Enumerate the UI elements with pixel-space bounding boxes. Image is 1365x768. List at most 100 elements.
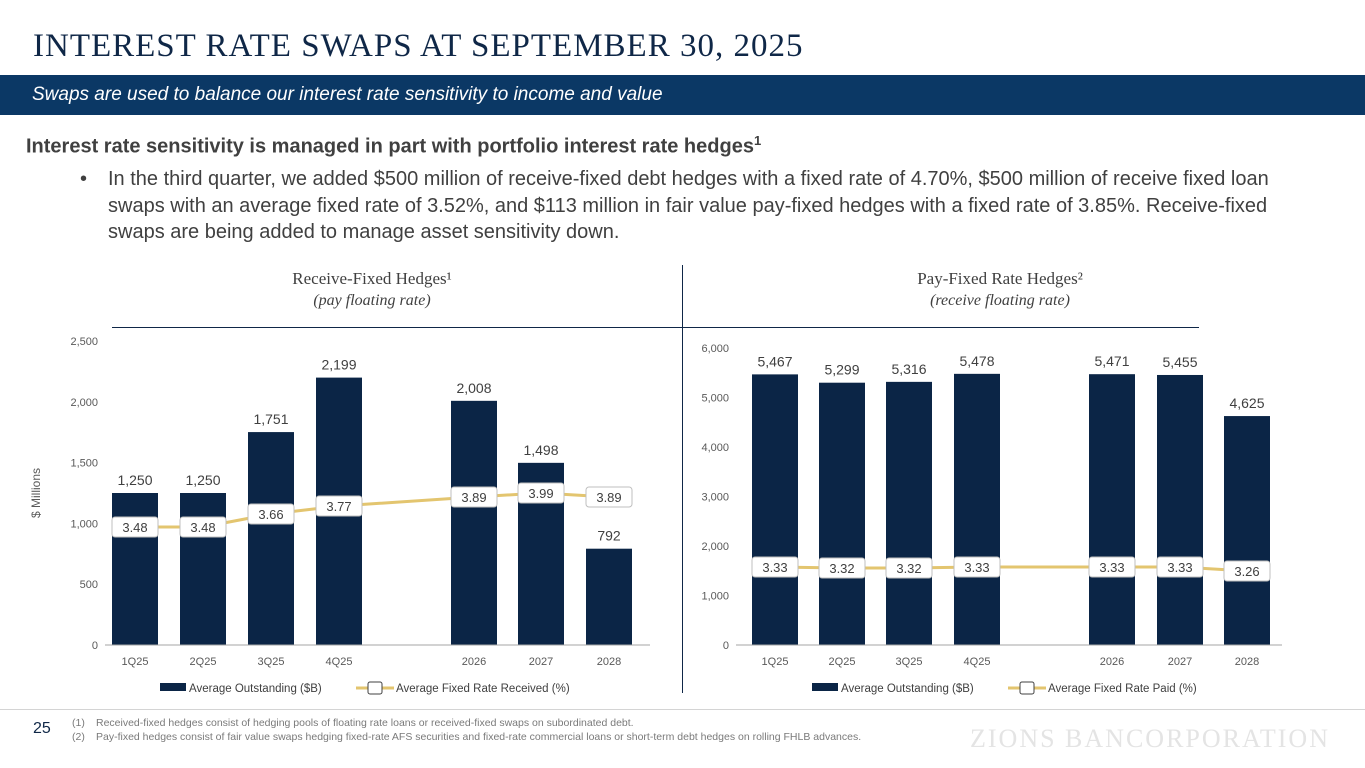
- chart-2-subtitle: (receive floating rate): [930, 292, 1070, 309]
- y-tick-label: 3,000: [701, 492, 729, 504]
- bar: [248, 432, 294, 645]
- y-tick-label: 0: [723, 640, 729, 652]
- bar-value-label: 5,455: [1162, 354, 1197, 370]
- rate-value-label: 3.32: [896, 561, 921, 576]
- rate-label-box: [450, 486, 498, 508]
- legend-line-marker: [1019, 681, 1035, 695]
- rate-value-label: 3.32: [829, 561, 854, 576]
- rate-label-box: [517, 482, 565, 504]
- legend-line-label: Average Fixed Rate Paid (%): [1048, 683, 1197, 695]
- y-tick-label: 1,000: [701, 591, 729, 603]
- y-tick-label: 6,000: [701, 343, 729, 355]
- bar: [180, 493, 226, 645]
- x-tick-label: 2Q25: [829, 656, 856, 668]
- bar: [451, 400, 497, 645]
- rate-value-label: 3.33: [964, 560, 989, 575]
- bar-value-label: 5,471: [1094, 353, 1129, 369]
- y-tick-label: 1,500: [70, 458, 98, 470]
- footnote-1: (1) Received-fixed hedges consist of hedg…: [72, 717, 634, 729]
- rate-value-label: 3.48: [122, 520, 147, 535]
- bar-value-label: 1,751: [253, 411, 288, 427]
- rate-label-box: [953, 556, 1001, 578]
- x-tick-label: 2028: [597, 656, 621, 668]
- chart-2-title: Pay-Fixed Rate Hedges²: [917, 269, 1083, 288]
- heading-text: Interest rate sensitivity is managed in …: [26, 135, 754, 158]
- rate-value-label: 3.33: [1099, 560, 1124, 575]
- page-number: 25: [33, 720, 51, 737]
- pay-fixed-chart: 0 1,000 2,000 3,000 4,000 5,000 6,000 5,467 5,29…: [701, 343, 1282, 695]
- charts-vertical-divider: [682, 265, 683, 693]
- bar-value-label: 1,250: [185, 472, 220, 488]
- footnotes: (1) Received-fixed hedges consist of hedg…: [72, 716, 861, 744]
- bar: [112, 493, 158, 645]
- x-tick-label: 1Q25: [122, 656, 149, 668]
- bar-value-label: 2,199: [321, 357, 356, 373]
- bar: [819, 382, 865, 645]
- rate-label-box: [751, 556, 799, 578]
- rate-value-label: 3.77: [326, 499, 351, 514]
- rate-value-label: 3.33: [1167, 560, 1192, 575]
- bar-value-label: 5,467: [757, 353, 792, 369]
- chart-2-title-divider: [682, 327, 1199, 328]
- y-tick-label: 0: [92, 640, 98, 652]
- x-tick-label: 4Q25: [964, 656, 991, 668]
- company-logo: ZIONS BANCORPORATION: [970, 724, 1330, 753]
- rate-label-box: [247, 503, 295, 525]
- y-tick-label: 500: [80, 579, 98, 591]
- y-axis-label: $ Millions: [29, 468, 43, 518]
- legend-bar-label: Average Outstanding ($B): [189, 683, 322, 695]
- chart-1-title: Receive-Fixed Hedges¹: [292, 269, 452, 288]
- bar: [1157, 374, 1203, 645]
- legend-bar-swatch: [160, 683, 186, 691]
- rate-label-box: [1223, 560, 1271, 582]
- bar-value-label: 4,625: [1229, 395, 1264, 411]
- x-tick-label: 2028: [1235, 656, 1259, 668]
- x-tick-label: 2027: [1168, 656, 1192, 668]
- x-tick-label: 2Q25: [190, 656, 217, 668]
- subtitle-banner: Swaps are used to balance our interest r…: [0, 75, 1365, 115]
- heading-footnote-ref: 1: [753, 133, 762, 148]
- bar: [1224, 416, 1270, 645]
- rate-label-box: [111, 516, 159, 538]
- bar: [886, 381, 932, 645]
- bar-value-label: 1,498: [523, 442, 558, 458]
- x-tick-label: 2027: [529, 656, 553, 668]
- rate-value-label: 3.66: [258, 507, 283, 522]
- rate-label-box: [179, 516, 227, 538]
- x-tick-label: 4Q25: [326, 656, 353, 668]
- legend-bar-swatch: [812, 683, 838, 691]
- bar-value-label: 5,299: [824, 362, 859, 378]
- x-tick-label: 2026: [462, 656, 486, 668]
- x-tick-label: 3Q25: [896, 656, 923, 668]
- page-title: INTEREST RATE SWAPS AT SEPTEMBER 30, 202…: [33, 28, 804, 64]
- y-tick-label: 1,000: [70, 518, 98, 530]
- bar: [586, 548, 632, 645]
- section-heading: Interest rate sensitivity is managed in …: [26, 133, 761, 159]
- bar: [1089, 374, 1135, 645]
- bar: [954, 373, 1000, 645]
- footnote-2: (2) Pay-fixed hedges consist of fair valu…: [72, 731, 862, 743]
- rate-value-label: 3.33: [762, 560, 787, 575]
- bar-value-label: 792: [597, 528, 621, 544]
- legend-bar-label: Average Outstanding ($B): [841, 683, 974, 695]
- rate-value-label: 3.48: [190, 520, 215, 535]
- legend-line-marker: [367, 681, 383, 695]
- receive-fixed-chart: 0 500 1,000 1,500 2,000 2,500 $ Millions 1,250 1…: [29, 336, 650, 695]
- rate-label-box: [315, 495, 363, 517]
- rate-value-label: 3.26: [1234, 564, 1259, 579]
- bar-value-label: 5,478: [959, 353, 994, 369]
- chart-1-subtitle: (pay floating rate): [313, 292, 431, 309]
- chart-1-title-divider: [112, 327, 682, 328]
- rate-value-label: 3.89: [461, 490, 486, 505]
- y-tick-label: 2,000: [701, 541, 729, 553]
- bar-value-label: 5,316: [891, 361, 926, 377]
- y-tick-label: 5,000: [701, 393, 729, 405]
- rate-label-box: [885, 557, 933, 579]
- rate-label-box: [1088, 556, 1136, 578]
- legend-line-label: Average Fixed Rate Received (%): [396, 683, 570, 695]
- bullet-marker: •: [80, 168, 88, 190]
- rate-label-box: [818, 557, 866, 579]
- x-tick-label: 1Q25: [762, 656, 789, 668]
- rate-value-label: 3.89: [596, 490, 621, 505]
